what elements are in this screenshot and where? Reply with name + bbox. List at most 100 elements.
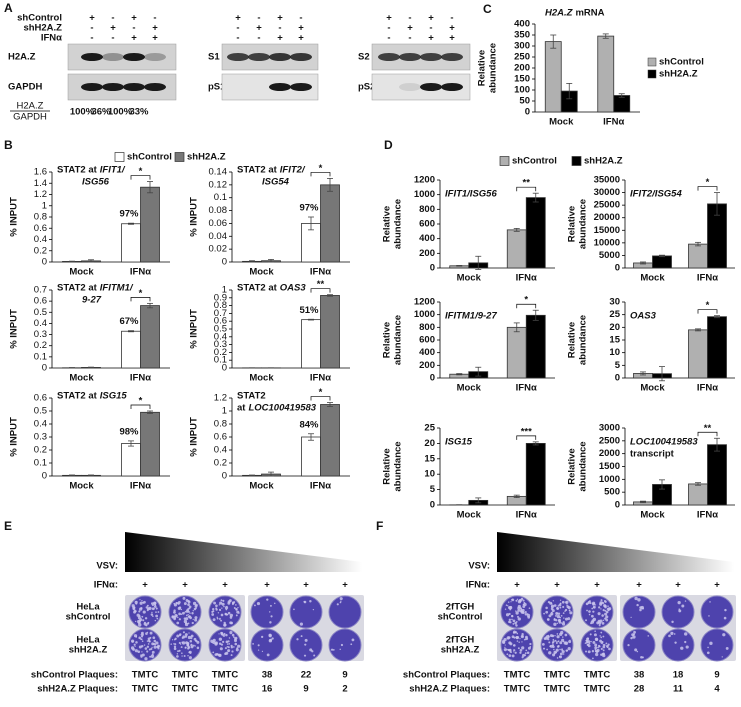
- error-bar: [69, 474, 75, 477]
- plaque: [562, 653, 565, 655]
- y-axis-label: abundance: [488, 43, 499, 93]
- plaque: [506, 653, 509, 656]
- plaque: [185, 617, 189, 621]
- plaque: [330, 648, 334, 651]
- treatment-sign: -: [90, 23, 93, 34]
- y-tick-label: 1.4: [34, 178, 47, 189]
- treatment-sign: -: [90, 33, 93, 44]
- plaque: [592, 605, 596, 609]
- y-tick-label: 1: [222, 406, 227, 417]
- y-axis-label: % INPUT: [189, 417, 200, 457]
- plaque: [594, 630, 596, 633]
- blot-band: [399, 53, 421, 61]
- plaque: [223, 623, 227, 627]
- plaque: [252, 643, 254, 645]
- plaque: [685, 645, 689, 649]
- percent-label: 67%: [119, 316, 139, 327]
- blot-label: pS2: [358, 82, 375, 93]
- y-tick-label: 0: [615, 373, 620, 384]
- y-tick-label: 10: [609, 347, 620, 358]
- plaque: [516, 615, 519, 618]
- plaque: [600, 653, 603, 656]
- plaque: [559, 648, 561, 651]
- y-tick-label: 50: [519, 96, 530, 107]
- plaque: [142, 602, 145, 604]
- error-bar: [147, 302, 153, 309]
- treatment-label: shControl: [17, 13, 62, 24]
- y-tick-label: 5: [615, 360, 621, 371]
- plaque: [519, 648, 523, 652]
- plaque: [594, 643, 598, 647]
- plaque: [526, 613, 529, 615]
- ifn-label: IFNα:: [466, 580, 490, 591]
- plaque: [149, 636, 152, 639]
- plaque: [189, 639, 193, 643]
- well: [622, 595, 656, 629]
- plaque: [603, 604, 607, 608]
- chart-title: IFIT1/ISG56: [445, 189, 497, 200]
- plaque: [559, 652, 563, 656]
- y-tick-label: 0.2: [214, 458, 227, 469]
- plaque: [597, 646, 599, 649]
- plaque: [553, 648, 555, 651]
- bar: [121, 443, 141, 477]
- plaque: [188, 607, 191, 610]
- plaque: [225, 651, 229, 655]
- plaque: [190, 637, 193, 640]
- plaque: [269, 621, 272, 624]
- plaque: [155, 607, 158, 610]
- plaque: [144, 647, 148, 650]
- significance-label: *: [524, 295, 528, 306]
- plaque: [229, 631, 233, 635]
- plaque: [261, 635, 264, 639]
- plaque: [157, 611, 160, 613]
- treatment-sign: -: [236, 33, 239, 44]
- plaque: [560, 622, 563, 624]
- well: [328, 628, 362, 662]
- plaque: [218, 637, 223, 641]
- plaque: [188, 656, 192, 660]
- y-tick-label: 1: [42, 200, 47, 211]
- well: [622, 628, 656, 662]
- plaque: [228, 642, 231, 645]
- error-bar: [88, 474, 94, 477]
- plaque: [220, 631, 222, 634]
- chart-title: STAT2 at: [57, 391, 98, 402]
- plaque: [557, 645, 560, 648]
- y-tick-label: 0.02: [209, 244, 228, 255]
- y-axis-label: Relative: [382, 206, 393, 242]
- plaque: [600, 631, 603, 634]
- chart-title: IFIT2/: [280, 165, 306, 176]
- plaque: [545, 606, 548, 610]
- plaque: [184, 622, 189, 627]
- error-bar: [249, 260, 255, 263]
- bar: [140, 305, 160, 369]
- plaque: [189, 652, 192, 654]
- y-tick-label: 0: [42, 363, 47, 374]
- plaque: [525, 635, 528, 639]
- plaque: [515, 636, 519, 639]
- x-tick-label: IFNα: [310, 373, 331, 384]
- legend-label: shControl: [659, 57, 704, 68]
- plaque: [233, 636, 235, 638]
- plaque: [235, 614, 238, 617]
- plaque-count: TMTC: [544, 670, 571, 681]
- plaque: [191, 621, 194, 625]
- plaque: [569, 611, 573, 615]
- legend-swatch: [499, 156, 510, 166]
- plaque: [723, 616, 727, 620]
- y-tick-label: 0.5: [214, 324, 227, 335]
- plaque: [636, 603, 639, 607]
- legend-swatch: [571, 156, 582, 166]
- plaque: [155, 641, 159, 645]
- legend-label: shH2A.Z: [659, 69, 698, 80]
- plaque: [601, 641, 604, 643]
- plaque: [173, 610, 176, 614]
- plaque: [350, 643, 353, 646]
- plaque: [519, 638, 521, 640]
- treatment-sign: -: [257, 33, 260, 44]
- plaque: [584, 642, 587, 644]
- plaque: [235, 608, 238, 611]
- plaque: [140, 634, 142, 636]
- vsv-label: VSV:: [96, 561, 118, 572]
